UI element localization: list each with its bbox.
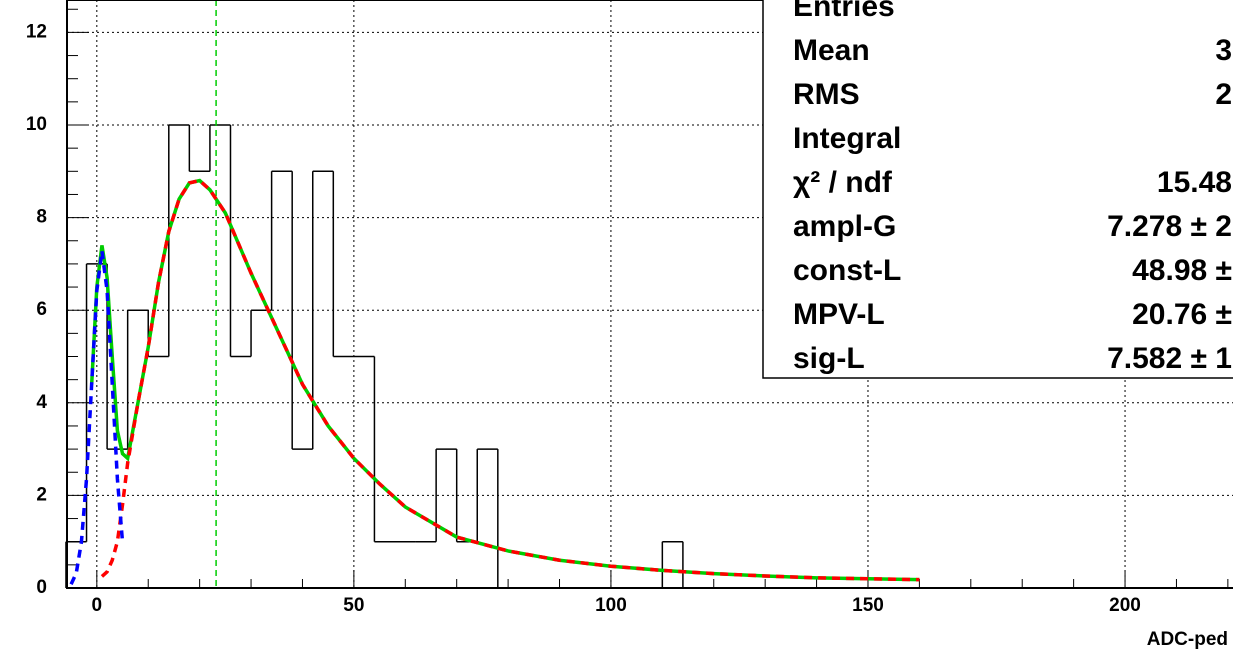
y-tick-label: 10 <box>26 114 47 135</box>
fit-curve <box>100 178 920 582</box>
fit-curve <box>69 250 125 586</box>
stats-label: χ² / ndf <box>793 166 893 199</box>
x-tick-label: 0 <box>92 595 103 616</box>
stats-label: const-L <box>793 254 901 287</box>
stats-label: Integral <box>793 122 901 155</box>
stats-value: 7.582 ± 1 <box>1107 342 1232 375</box>
stats-value: 3 <box>1215 34 1232 67</box>
stats-label: Mean <box>793 34 870 67</box>
stats-box <box>762 0 1233 379</box>
frame <box>66 0 1233 589</box>
stats-value: 7.278 ± 2 <box>1107 210 1232 243</box>
stats-label: ampl-G <box>793 210 896 243</box>
stats-label: RMS <box>793 78 860 111</box>
y-tick-label: 4 <box>36 392 47 413</box>
y-tick-label: 0 <box>36 577 47 598</box>
stats-label: MPV-L <box>793 298 885 331</box>
y-tick-label: 8 <box>36 207 47 228</box>
y-tick-label: 2 <box>36 484 47 505</box>
stats-value: 15.48 <box>1157 166 1232 199</box>
x-tick-label: 50 <box>343 595 364 616</box>
stats-label: sig-L <box>793 342 865 375</box>
stats-value: 2 <box>1215 78 1232 111</box>
y-tick-label: 6 <box>36 299 47 320</box>
x-tick-label: 100 <box>595 595 627 616</box>
x-axis-label: ADC-ped <box>1147 629 1228 650</box>
x-tick-label: 200 <box>1109 595 1141 616</box>
y-tick-label: 12 <box>26 21 47 42</box>
stats-value: 48.98 ± <box>1132 254 1232 287</box>
stats-value: 20.76 ± <box>1132 298 1232 331</box>
stats-label: Entries <box>793 0 895 23</box>
x-tick-label: 150 <box>852 595 884 616</box>
